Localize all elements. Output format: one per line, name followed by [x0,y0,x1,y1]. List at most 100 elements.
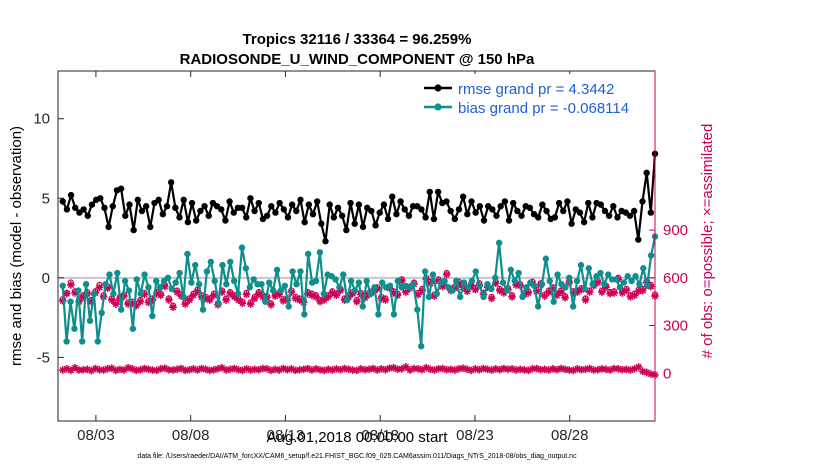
obs-rejected-marker [234,365,243,374]
rmse-point [117,185,125,192]
rmse-point [514,207,521,215]
obs-rejected-marker [271,365,279,374]
obs-assimilated-marker [254,289,263,298]
obs-rejected-marker [471,365,480,373]
obs-rejected-marker [250,365,259,374]
bias-point [188,279,195,286]
obs-assimilated-marker [210,291,218,300]
obs-assimilated-marker [287,288,296,296]
bias-point [351,287,359,294]
obs-rejected-marker [152,366,161,375]
rmse-point [163,203,171,210]
obs-rejected-marker [438,364,447,373]
bias-point [554,271,561,278]
bias-point [281,282,289,289]
obs-rejected-marker [565,366,574,374]
obs-assimilated-marker [218,288,226,296]
rmse-point [276,199,283,207]
bias-point [129,325,137,332]
rmse-point [585,199,592,207]
bias-point [640,265,647,272]
obs-rejected-marker [336,365,345,374]
obs-rejected-marker [410,364,418,373]
rmse-point [188,199,196,207]
obs-rejected-marker [536,365,545,374]
obs-rejected-marker [340,364,349,373]
obs-rejected-marker [540,365,549,374]
x-tick-label: 08/23 [456,427,494,444]
x-tick-label: 08/18 [361,427,399,444]
bias-point [624,273,631,280]
obs-assimilated-marker [144,298,153,307]
obs-rejected-marker [638,367,647,376]
bias-point [441,277,448,285]
rmse-point [501,198,509,205]
obs-assimilated-marker [553,291,561,300]
obs-rejected-marker [406,366,414,374]
rmse-point [334,204,342,212]
rmse-point [643,169,650,177]
obs-assimilated-marker [495,286,504,295]
obs-rejected-marker [128,365,136,373]
bias-point [223,280,230,288]
obs-rejected-marker [353,366,361,375]
obs-rejected-marker [283,365,292,374]
bias-point [94,338,102,345]
obs-assimilated-marker [487,294,496,303]
rmse-point [526,204,534,212]
rmse-point [193,217,200,224]
bias-point [573,277,581,285]
rmse-point [309,210,317,218]
rmse-point [205,212,212,219]
bias-point [429,271,437,278]
obs-assimilated-marker [438,282,447,291]
obs-rejected-marker [622,365,631,374]
rmse-point [230,209,237,216]
rmse-point [393,210,400,218]
bias-series-group [59,233,659,350]
rmse-point [610,203,617,210]
obs-rejected-marker [116,365,124,374]
obs-rejected-marker [312,365,320,373]
obs-rejected-marker [230,364,239,373]
obs-assimilated-marker [87,297,96,306]
obs-assimilated-marker [308,291,316,300]
bias-point [269,287,277,294]
bias-point [125,287,133,294]
bias-point [230,277,238,285]
obs-assimilated-marker [471,285,480,294]
obs-rejected-marker [589,366,598,374]
rmse-point [397,198,404,205]
rmse-point [597,201,604,208]
bias-point [168,285,176,293]
obs-assimilated-marker [67,281,75,289]
rmse-point [443,198,450,205]
bias-point [176,269,183,277]
rmse-point [647,209,655,216]
obs-rejected-marker [63,365,71,373]
rmse-point [297,196,304,204]
rmse-point [535,214,542,221]
x-tick-label: 08/08 [172,427,210,444]
bias-point [114,269,121,277]
bias-point [480,293,487,301]
obs-assimilated-marker [132,301,141,310]
obs-rejected-marker [577,365,586,374]
obs-rejected-marker [524,366,533,375]
obs-assimilated-marker [381,296,390,304]
obs-rejected-marker [132,366,141,375]
rmse-point [284,214,292,221]
obs-rejected-marker [442,365,451,374]
obs-assimilated-marker [606,289,614,298]
bias-point [453,277,460,285]
x-tick-label: 08/28 [551,427,589,444]
obs-assimilated-marker [451,284,459,292]
obs-assimilated-marker [557,288,565,296]
obs-assimilated-marker [128,299,136,308]
rmse-point [147,223,154,231]
obs-rejected-marker [344,365,353,374]
chart-title-line1: Tropics 32116 / 33364 = 96.259% [243,31,472,48]
obs-rejected-marker [193,366,202,374]
obs-assimilated-marker [585,288,594,296]
obs-rejected-marker [177,364,185,373]
